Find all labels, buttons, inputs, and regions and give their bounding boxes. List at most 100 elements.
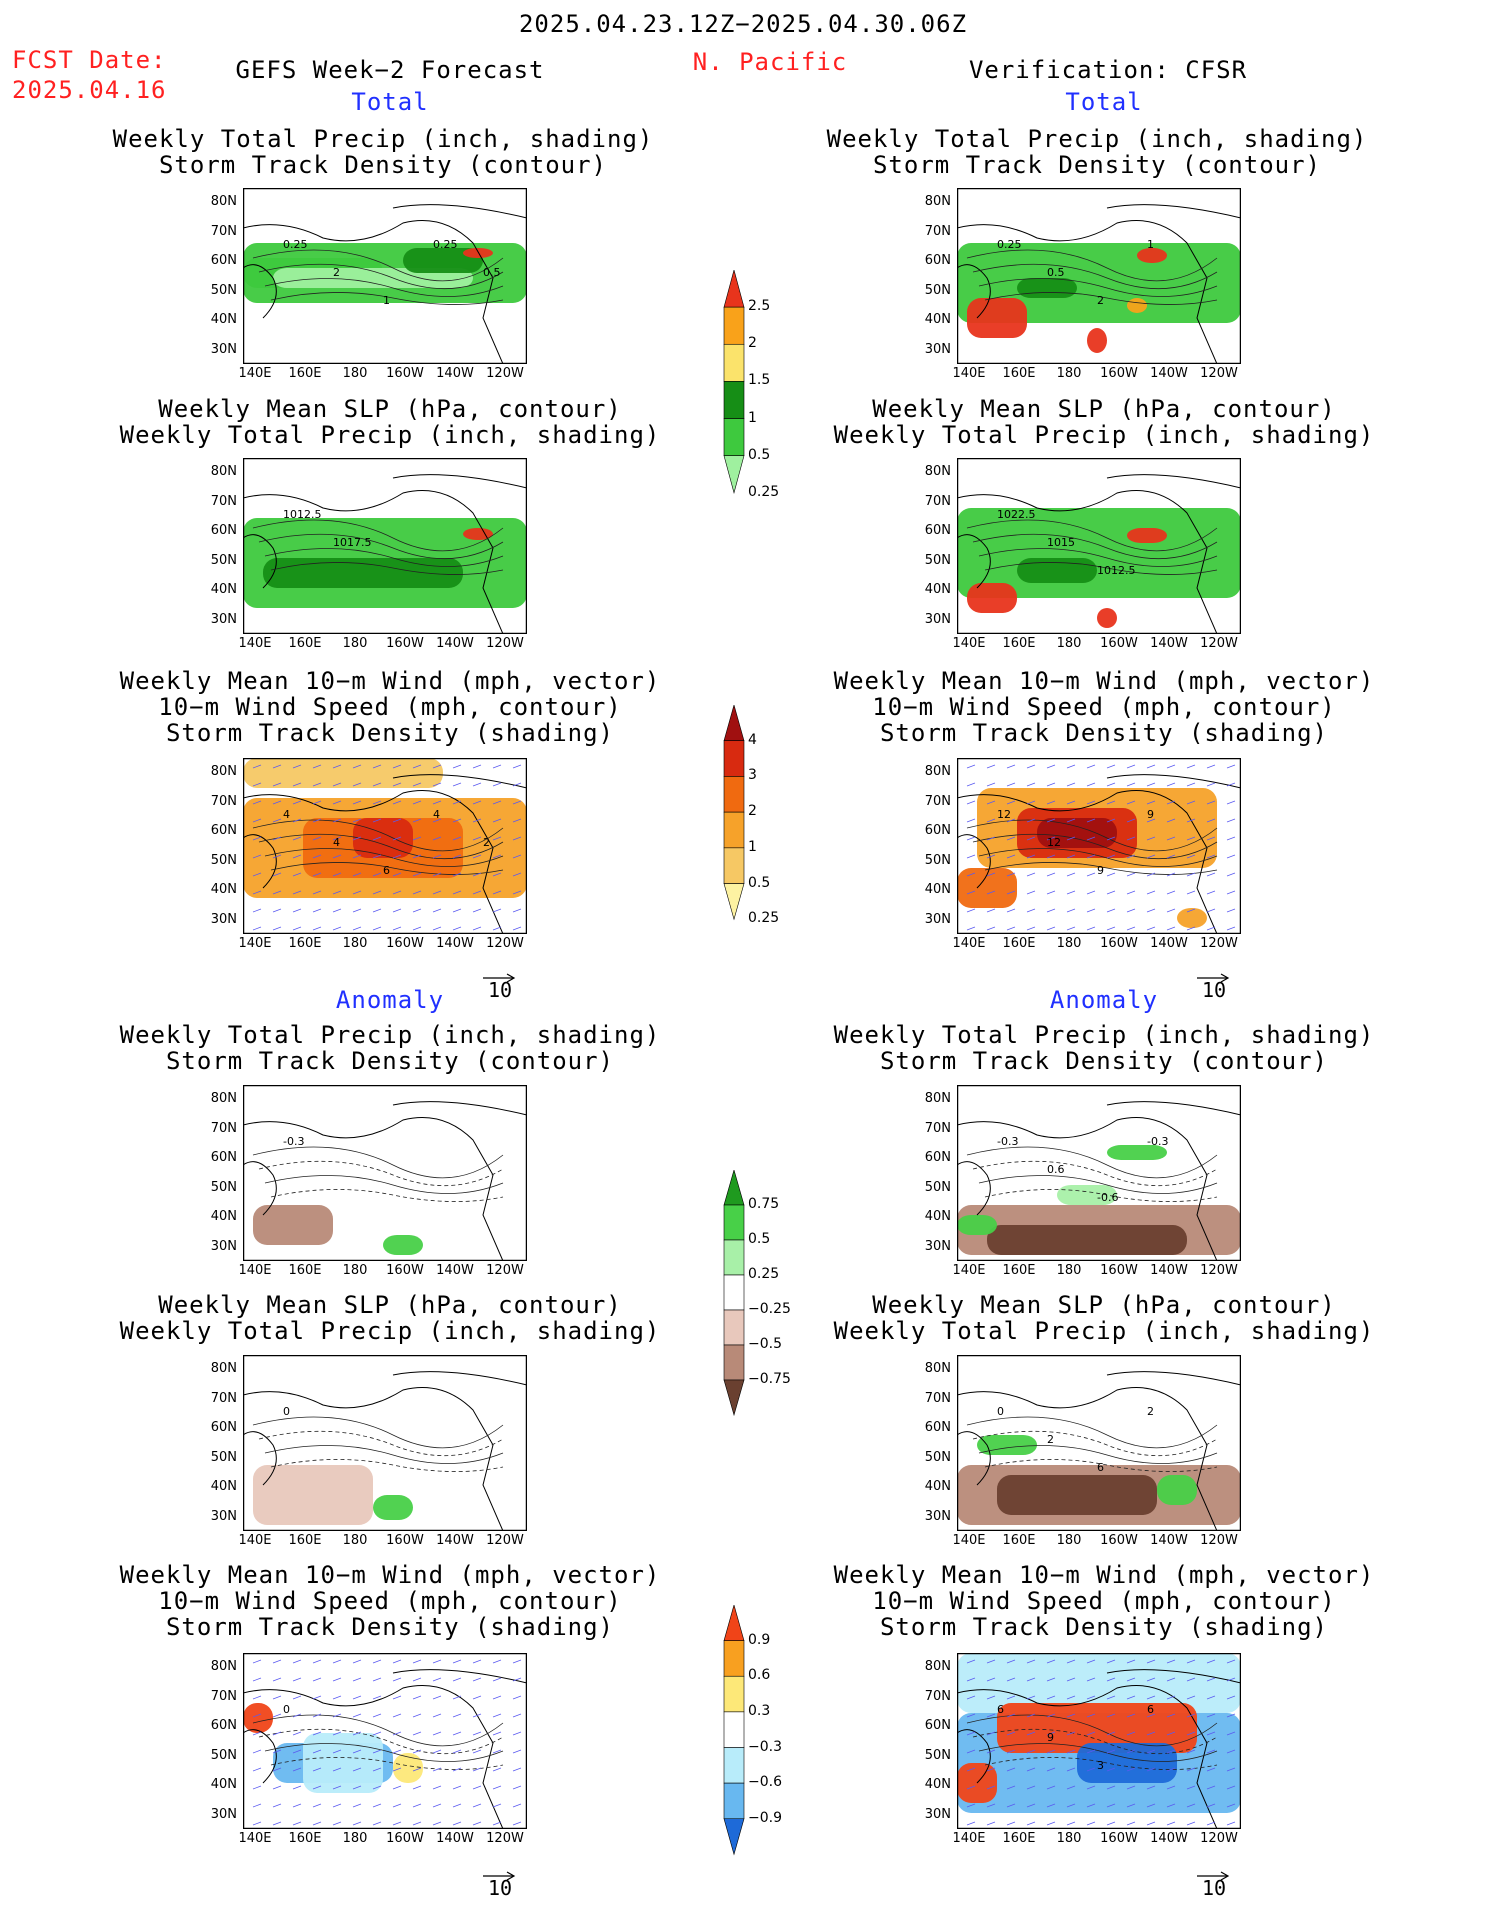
coastline: [243, 1371, 527, 1531]
lat-tick-label: 80N: [210, 1091, 237, 1106]
wind-vector: [272, 1767, 282, 1772]
title-line: Weekly Mean 10−m Wind (mph, vector): [833, 1561, 1375, 1589]
wind-vector: [272, 800, 282, 805]
wind-vector: [1166, 818, 1176, 823]
lat-tick-label: 30N: [924, 611, 951, 627]
lat-tick-label: 40N: [210, 1777, 237, 1792]
shading-region: [967, 298, 1027, 338]
wind-vector: [452, 1731, 462, 1736]
contour-line: [270, 1189, 504, 1202]
wind-vector: [1066, 782, 1076, 787]
wind-vector: [1166, 1713, 1176, 1718]
wind-vector: [1126, 1803, 1136, 1808]
wind-ref-vector: [1197, 966, 1231, 990]
wind-vector: [252, 1695, 262, 1700]
lon-tick-label: 140W: [436, 636, 474, 651]
wind-vector: [372, 782, 382, 787]
wind-vector: [1026, 800, 1036, 805]
wind-vector: [1086, 1767, 1096, 1772]
lat-tick-label: 40N: [924, 312, 951, 327]
contour-label: 2: [483, 836, 490, 849]
wind-vector: [492, 836, 502, 841]
wind-vector: [1186, 1821, 1196, 1826]
wind-vector: [1066, 1713, 1076, 1718]
contour-label: 0.25: [433, 238, 458, 251]
wind-vector: [432, 1821, 442, 1826]
contour-line: [966, 1146, 1218, 1179]
wind-vector: [292, 908, 302, 913]
coastline: [243, 474, 527, 634]
wind-vector: [1106, 836, 1116, 841]
contour-label: 12: [1047, 836, 1061, 849]
wind-vector: [1086, 1749, 1096, 1754]
wind-vector: [1046, 890, 1056, 895]
wind-vector: [332, 1695, 342, 1700]
lon-tick-label: 160W: [386, 636, 424, 651]
wind-vector: [372, 1713, 382, 1718]
wind-vector: [252, 800, 262, 805]
shading-region: [1107, 1145, 1167, 1160]
wind-vector: [452, 1803, 462, 1808]
contour-label: 1012.5: [1097, 564, 1136, 577]
wind-vector: [412, 1749, 422, 1754]
contour-line: [270, 562, 504, 575]
wind-vector: [1006, 782, 1016, 787]
wind-vector: [432, 926, 442, 931]
wind-vector: [1066, 1749, 1076, 1754]
wind-vector: [392, 1659, 402, 1664]
contour-label: 4: [283, 808, 290, 821]
wind-vector: [1166, 1785, 1176, 1790]
wind-vector: [412, 1785, 422, 1790]
map-plot: 0.25 2 1 0.25 0.5: [243, 188, 527, 364]
wind-vector: [1206, 1767, 1216, 1772]
wind-vector: [332, 1713, 342, 1718]
wind-vector: [272, 872, 282, 877]
map-panel-p11: 0: [243, 1653, 527, 1829]
wind-vector: [412, 1821, 422, 1826]
wind-vector: [352, 890, 362, 895]
contour-label: -0.6: [1097, 1191, 1118, 1204]
lon-tick-label: 160W: [1100, 366, 1138, 381]
wind-vector: [492, 1749, 502, 1754]
lon-tick-label: 160E: [1002, 636, 1036, 651]
wind-vector: [1026, 764, 1036, 769]
wind-vector: [1006, 818, 1016, 823]
contour-line: [252, 519, 504, 552]
lat-tick-label: 70N: [210, 223, 237, 239]
title-line: Weekly Total Precip (inch, shading): [833, 1021, 1375, 1049]
wind-vector: [472, 1677, 482, 1682]
title-line: 10−m Wind Speed (mph, contour): [872, 693, 1336, 721]
wind-vector: [1206, 872, 1216, 877]
wind-vector: [352, 1695, 362, 1700]
wind-vector: [1186, 872, 1196, 877]
wind-vector: [1226, 1785, 1236, 1790]
contour-line: [984, 562, 1218, 575]
wind-vector: [1186, 926, 1196, 931]
colorbar-storm_total: [723, 705, 745, 921]
wind-vector: [1186, 1713, 1196, 1718]
wind-vector: [1166, 764, 1176, 769]
lat-tick-label: 80N: [210, 1659, 237, 1674]
lat-tick-label: 30N: [210, 911, 237, 927]
lon-tick-label: 120W: [1200, 636, 1238, 651]
wind-vector: [1146, 1659, 1156, 1664]
lon-tick-label: 180: [342, 936, 368, 951]
lon-tick-label: 160W: [1100, 1533, 1138, 1548]
wind-vector: [966, 854, 976, 859]
wind-vector: [1206, 1659, 1216, 1664]
wind-vector: [432, 782, 442, 787]
contour-line: [258, 1728, 504, 1755]
lat-tick-label: 80N: [210, 1361, 237, 1376]
contour-label: 0.25: [997, 238, 1022, 251]
wind-vector: [372, 854, 382, 859]
wind-vector: [392, 1713, 402, 1718]
shading-region: [1077, 1743, 1177, 1783]
wind-vector: [1126, 1767, 1136, 1772]
wind-vector: [352, 908, 362, 913]
wind-vector: [1066, 908, 1076, 913]
wind-vector: [986, 1785, 996, 1790]
wind-vector: [412, 1677, 422, 1682]
lat-tick-label: 70N: [210, 1688, 237, 1704]
wind-vector: [1006, 1821, 1016, 1826]
wind-vector: [966, 1713, 976, 1718]
